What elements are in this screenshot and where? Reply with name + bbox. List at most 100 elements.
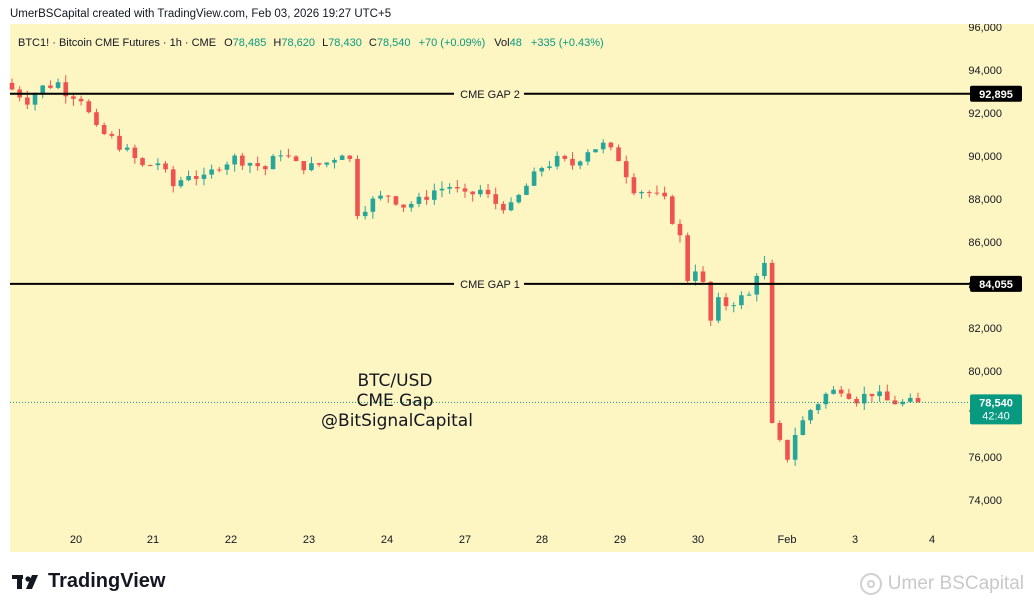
candle-body (301, 161, 307, 171)
legend-change: +70 (+0.09%) (419, 37, 486, 49)
chart-credit-line: UmerBSCapital created with TradingView.c… (10, 8, 392, 20)
candle-body (762, 262, 767, 276)
legend-low-value: 78,430 (328, 37, 362, 49)
candle-body (378, 195, 383, 199)
candle-body (324, 162, 330, 165)
candle-body (900, 401, 905, 405)
candle-body (815, 404, 821, 411)
candle-body (739, 295, 744, 306)
candle-body (524, 185, 529, 195)
candle-body (132, 147, 138, 159)
candle-body (708, 281, 713, 321)
candle-body (908, 397, 913, 402)
candle-body (362, 211, 368, 217)
candle-body (670, 196, 675, 224)
candle-body (255, 163, 260, 167)
candle-body (63, 82, 69, 97)
y-tick-label: 90,000 (968, 151, 1002, 163)
y-tick-label: 82,000 (968, 323, 1002, 335)
candle-body (309, 163, 314, 171)
candle-body (485, 189, 491, 195)
last-price-tag (970, 394, 1022, 425)
cme-gap-1-price-value: 84,055 (979, 279, 1013, 291)
annotation-line-1: BTC/USD (358, 371, 433, 391)
candle-body (217, 169, 222, 171)
x-tick-label: 30 (692, 534, 704, 546)
candle-body (86, 101, 92, 113)
tradingview-logo-text: TradingView (48, 570, 166, 592)
y-tick-label: 76,000 (968, 452, 1002, 464)
candle-body (439, 188, 445, 191)
candle-body (40, 85, 46, 95)
legend-open-value: 78,485 (233, 37, 267, 49)
bar-countdown: 42:40 (982, 410, 1010, 422)
candle-body (347, 155, 353, 159)
candles-group (9, 75, 921, 466)
candle-body (846, 393, 852, 399)
legend-volume-label: Vol (494, 37, 509, 49)
candle-body (9, 82, 15, 90)
candle-body (124, 147, 130, 150)
candle-body (693, 271, 698, 281)
candle-body (447, 187, 452, 189)
candle-body (662, 192, 667, 197)
candle-body (270, 156, 276, 170)
candle-body (777, 422, 783, 440)
candle-body (55, 82, 61, 88)
price-chart[interactable]: 74,00076,00078,00080,00082,00084,00086,0… (0, 24, 1034, 552)
cme-gap-2-label: CME GAP 2 (460, 89, 520, 101)
candlestick-chart-svg[interactable]: 74,00076,00078,00080,00082,00084,00086,0… (0, 24, 1034, 552)
candle-body (32, 94, 38, 105)
candle-body (455, 187, 460, 189)
legend-close-label: C (369, 37, 377, 49)
candle-body (746, 294, 752, 296)
candle-body (646, 192, 652, 194)
candle-body (731, 305, 737, 307)
candle-body (501, 203, 506, 211)
candle-body (117, 135, 122, 150)
candle-body (209, 169, 214, 175)
x-tick-label: 20 (70, 534, 82, 546)
legend-volume-change: +335 (+0.43%) (531, 37, 604, 49)
candle-body (823, 393, 829, 405)
candle-body (631, 177, 637, 194)
x-tick-label: 3 (852, 534, 858, 546)
candle-body (700, 271, 706, 282)
y-tick-label: 74,000 (968, 495, 1002, 507)
candle-body (608, 142, 614, 148)
y-tick-label: 96,000 (968, 24, 1002, 34)
candle-body (408, 203, 414, 208)
candle-body (531, 171, 537, 186)
candle-body (570, 158, 575, 166)
candle-body (385, 195, 391, 197)
candle-body (332, 159, 337, 163)
candle-body (493, 194, 499, 204)
x-tick-label: 23 (303, 534, 315, 546)
x-tick-label: 28 (536, 534, 548, 546)
candle-body (170, 169, 176, 187)
candle-body (293, 156, 299, 162)
candle-body (884, 391, 890, 401)
candle-body (240, 155, 245, 166)
legend-symbol: BTC1! · Bitcoin CME Futures · 1h · CME (18, 37, 216, 49)
candle-body (539, 167, 545, 172)
candle-body (140, 158, 145, 166)
candle-body (639, 192, 644, 194)
candle-body (508, 202, 514, 211)
candle-body (577, 161, 583, 166)
legend-low-label: L (322, 37, 328, 49)
candle-body (462, 188, 468, 192)
candle-body (25, 97, 30, 105)
x-tick-label: Feb (778, 534, 797, 546)
candle-body (339, 155, 345, 160)
candle-body (562, 155, 568, 159)
tradingview-logo[interactable]: TradingView (12, 570, 165, 593)
candle-body (585, 152, 591, 162)
candle-body (201, 174, 207, 179)
candle-body (869, 393, 875, 397)
candle-body (71, 96, 76, 99)
candle-body (416, 196, 422, 204)
legend-high-value: 78,620 (281, 37, 315, 49)
candle-body (716, 297, 721, 321)
candle-body (654, 192, 660, 194)
